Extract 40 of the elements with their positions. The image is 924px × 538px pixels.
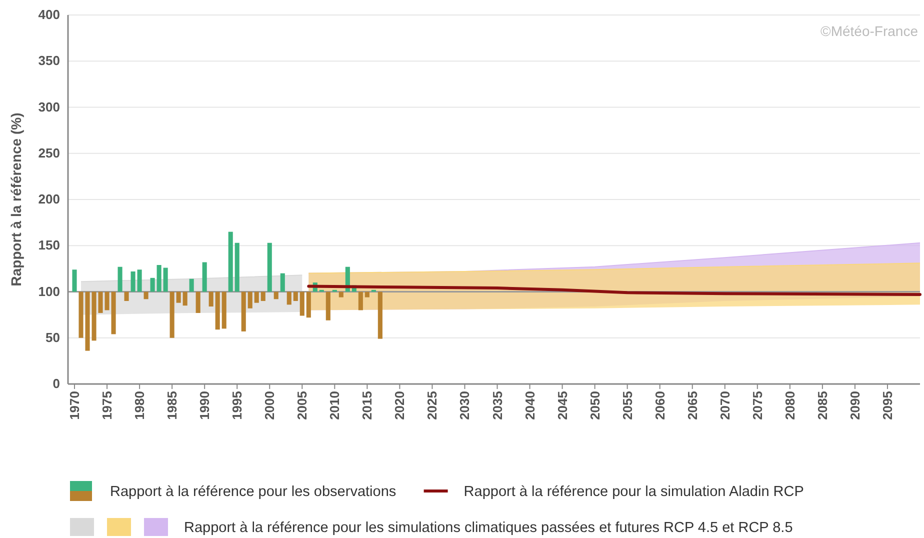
x-tick-label: 2070 [717, 391, 732, 420]
x-tick-label: 2085 [814, 391, 830, 420]
x-tick-label: 2015 [360, 391, 375, 420]
x-tick-label: 2065 [684, 391, 700, 420]
x-tick-label: 2090 [847, 391, 862, 420]
x-tick-label: 2040 [522, 391, 538, 420]
x-tick-label: 2045 [554, 391, 570, 420]
x-tick-label: 2080 [782, 391, 798, 420]
y-tick-label: 100 [38, 284, 60, 299]
x-tick-label: 2005 [294, 391, 310, 420]
x-tick-label: 2020 [392, 391, 408, 420]
y-tick-label: 0 [52, 376, 60, 391]
x-tick-label: 1990 [197, 391, 212, 420]
legend-label: Rapport à la référence pour les observations [110, 484, 396, 500]
x-tick-label: 2075 [750, 391, 765, 420]
x-tick-label: 1995 [230, 391, 245, 420]
annotation: ©Météo-France [820, 23, 918, 39]
legend-label: Rapport à la référence pour la simulation Aladin RCP [464, 484, 804, 500]
y-tick-label: 250 [38, 145, 60, 160]
x-tick-label: 1985 [164, 391, 180, 420]
x-tick-label: 2055 [620, 391, 635, 420]
x-tick-label: 2000 [262, 391, 278, 420]
y-tick-label: 400 [38, 7, 60, 22]
x-tick-label: 2095 [880, 391, 895, 420]
y-tick-label: 200 [38, 192, 60, 206]
x-tick-label: 1975 [100, 391, 115, 420]
x-tick-label: 2025 [424, 391, 440, 420]
y-axis-title: Rapport à la référence (%) [8, 112, 24, 286]
x-tick-label: 2010 [327, 391, 342, 420]
legend-label: Rapport à la référence pour les simulations climatiques passées et futures RCP 4.5 et RCP 8.5 [184, 520, 793, 536]
x-tick-label: 2060 [652, 391, 668, 420]
y-tick-label: 300 [38, 99, 60, 114]
y-tick-label: 350 [38, 53, 60, 68]
x-tick-label: 2030 [457, 391, 472, 420]
x-tick-label: 1980 [132, 391, 148, 420]
y-tick-label: 150 [38, 238, 60, 253]
x-tick-label: 2050 [587, 391, 602, 420]
y-tick-label: 50 [46, 330, 60, 345]
x-tick-label: 1970 [67, 391, 82, 420]
x-tick-label: 2035 [490, 391, 505, 420]
